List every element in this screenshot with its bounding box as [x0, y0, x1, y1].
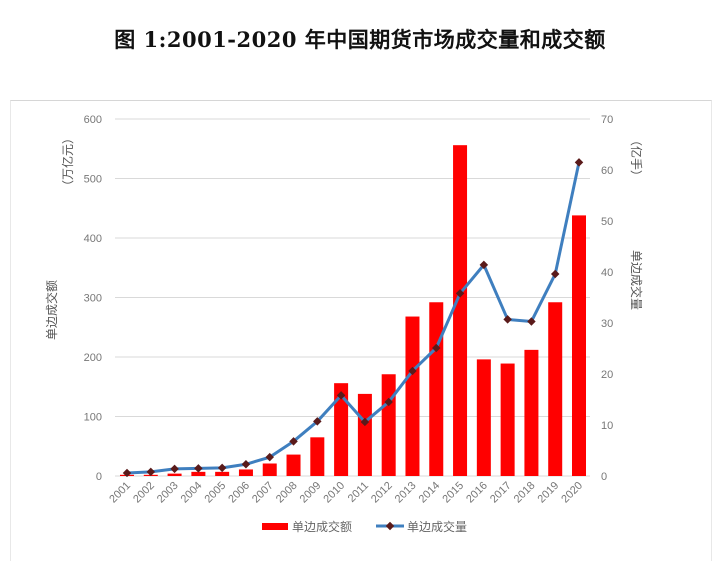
legend-label-line: 单边成交量: [407, 519, 467, 534]
bar: [476, 359, 491, 476]
chart-title: 图 1:2001-2020 年中国期货市场成交量和成交额: [114, 27, 606, 52]
line-marker: [550, 269, 560, 279]
left-tick-label: 100: [84, 412, 102, 424]
left-tick-label: 500: [84, 174, 102, 186]
bar: [357, 393, 372, 476]
right-axis-unit: （亿手）: [629, 134, 644, 182]
right-tick-label: 50: [601, 216, 613, 228]
line-marker: [360, 417, 370, 427]
bar: [548, 302, 563, 476]
line-marker: [313, 417, 322, 426]
bar: [310, 437, 325, 476]
right-tick-label: 20: [601, 369, 613, 381]
x-axis-ticks: 2001200220032004200520062007200820092010…: [107, 480, 585, 506]
bar: [405, 316, 420, 476]
bar: [167, 473, 182, 476]
right-tick-label: 70: [601, 114, 613, 126]
line-marker: [432, 343, 441, 353]
line-series: [122, 158, 584, 478]
right-axis-ticks: 0 10 20 30 40 50 60 70: [601, 114, 613, 483]
bar: [215, 471, 230, 476]
x-tick-label: 2008: [274, 480, 300, 506]
line-marker: [146, 467, 156, 477]
right-tick-label: 0: [601, 471, 607, 483]
x-tick-label: 2020: [559, 480, 585, 506]
bar-series: [120, 145, 586, 476]
x-tick-label: 2009: [298, 480, 324, 506]
left-tick-label: 300: [84, 293, 102, 305]
x-tick-label: 2003: [155, 480, 181, 506]
x-tick-label: 2007: [250, 480, 276, 506]
x-tick-label: 2001: [107, 480, 133, 506]
right-tick-label: 10: [601, 420, 613, 432]
line-marker: [384, 397, 393, 407]
line-marker: [241, 460, 251, 469]
bar: [191, 471, 206, 476]
x-tick-label: 2010: [321, 480, 347, 506]
bar: [334, 383, 349, 476]
line-marker: [574, 158, 584, 167]
x-tick-label: 2016: [464, 480, 490, 506]
x-tick-label: 2019: [536, 480, 562, 506]
line-marker: [170, 464, 179, 474]
line-marker: [455, 289, 465, 298]
bar: [381, 374, 396, 476]
bar: [453, 145, 468, 476]
left-axis-ticks: 0 100 200 300 400 500 600: [84, 114, 102, 483]
line-marker: [217, 463, 227, 473]
chart: 0 100 200 300 400 500 600 0 10 20 30 40 50 60 70 2001…: [44, 114, 644, 534]
gridlines: [115, 118, 590, 477]
x-tick-label: 2013: [393, 480, 419, 506]
left-axis-unit: （万亿元）: [60, 132, 75, 192]
left-tick-label: 0: [96, 471, 102, 483]
left-tick-label: 200: [84, 352, 102, 364]
bar: [238, 469, 253, 476]
line-marker: [503, 315, 512, 324]
legend-swatch-marker: [385, 521, 395, 531]
legend: 单边成交额 单边成交量: [262, 519, 467, 534]
right-tick-label: 60: [601, 165, 613, 177]
line-marker: [265, 452, 274, 462]
left-tick-label: 400: [84, 233, 102, 245]
right-tick-label: 30: [601, 318, 613, 330]
line-marker: [336, 391, 346, 400]
legend-label-bar: 单边成交额: [292, 519, 352, 534]
right-axis-label: 单边成交量: [629, 250, 644, 310]
bar: [286, 454, 301, 476]
line-marker: [527, 317, 536, 326]
line-marker: [408, 366, 417, 376]
x-tick-label: 2012: [369, 480, 395, 506]
chart-frame: [10, 100, 712, 561]
bar: [500, 363, 515, 476]
left-axis-label: 单边成交额: [44, 280, 59, 340]
bar: [572, 215, 586, 476]
x-tick-label: 2006: [226, 480, 252, 506]
line-marker: [289, 437, 298, 446]
x-tick-label: 2017: [488, 480, 514, 506]
bar: [524, 349, 539, 476]
right-tick-label: 40: [601, 267, 613, 279]
legend-swatch-bar: [262, 523, 288, 530]
x-tick-label: 2015: [440, 480, 466, 506]
line-marker: [122, 468, 132, 478]
bar: [262, 463, 277, 476]
x-tick-label: 2002: [131, 480, 157, 506]
x-tick-label: 2004: [179, 480, 205, 506]
x-tick-label: 2018: [512, 480, 538, 506]
x-tick-label: 2014: [417, 480, 443, 506]
left-tick-label: 600: [84, 114, 102, 126]
x-tick-label: 2011: [346, 480, 371, 505]
x-tick-label: 2005: [202, 480, 228, 506]
line-marker: [194, 464, 203, 473]
line-marker: [479, 260, 489, 270]
bar: [429, 302, 444, 476]
